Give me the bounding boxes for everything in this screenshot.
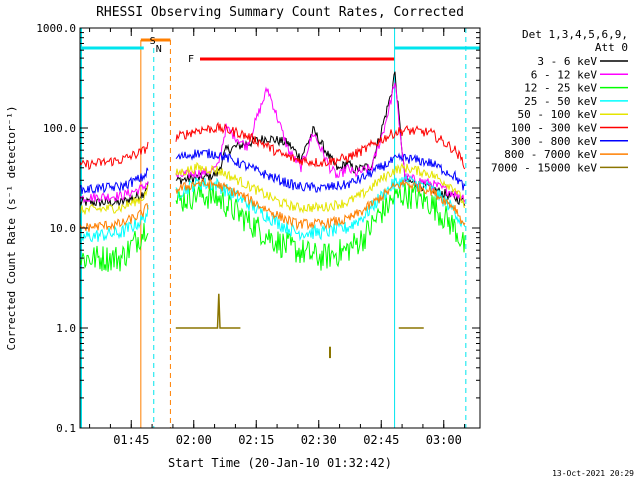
y-tick-label: 0.1 bbox=[56, 422, 76, 435]
series-line bbox=[79, 173, 466, 243]
flag-bars: SN F bbox=[80, 28, 480, 428]
legend-entry-label: 6 - 12 keV bbox=[531, 68, 598, 81]
x-tick-label: 02:45 bbox=[363, 433, 399, 447]
legend-entry-label: 3 - 6 keV bbox=[537, 55, 597, 68]
axes-group: 0.1 1.0 10.0 100.0 1000.0 01:45 02:00 02:15 02:3… bbox=[36, 22, 481, 447]
chart-title: RHESSI Observing Summary Count Rates, Co… bbox=[96, 5, 464, 20]
legend-title: Det 1,3,4,5,6,9, bbox=[522, 28, 628, 41]
series-6-12kev bbox=[79, 82, 466, 204]
series-100-300kev bbox=[79, 121, 466, 171]
series-line bbox=[79, 178, 466, 232]
series-300-800kev bbox=[79, 148, 466, 195]
series-line bbox=[79, 71, 466, 207]
series-line bbox=[79, 161, 466, 215]
y-tick-label: 1000.0 bbox=[36, 22, 76, 35]
x-tick-label: 02:00 bbox=[176, 433, 212, 447]
series-line bbox=[79, 148, 466, 195]
series-3-6kev bbox=[79, 71, 466, 207]
x-tick-label: 03:00 bbox=[426, 433, 462, 447]
flag-s-label: S bbox=[150, 36, 156, 47]
x-tick-label: 02:30 bbox=[301, 433, 337, 447]
legend-entry-label: 50 - 100 keV bbox=[518, 108, 598, 121]
series-group bbox=[79, 71, 466, 359]
y-tick-label: 10.0 bbox=[50, 222, 77, 235]
x-tick-label: 02:15 bbox=[238, 433, 274, 447]
flag-f-label: F bbox=[188, 54, 194, 65]
y-tick-label: 100.0 bbox=[43, 122, 76, 135]
x-axis-label: Start Time (20-Jan-10 01:32:42) bbox=[168, 456, 392, 470]
series-7000-15000kev bbox=[175, 293, 424, 359]
series-line bbox=[79, 82, 466, 204]
legend-entry-label: 100 - 300 keV bbox=[511, 122, 597, 135]
series-800-7000kev bbox=[79, 178, 466, 232]
series-line bbox=[79, 121, 466, 171]
x-tick-label: 01:45 bbox=[113, 433, 149, 447]
legend-entry-label: 300 - 800 keV bbox=[511, 135, 597, 148]
series-50-100kev bbox=[79, 161, 466, 215]
legend-entry-label: 12 - 25 keV bbox=[524, 82, 597, 95]
series-line bbox=[79, 181, 466, 272]
series-25-50kev bbox=[79, 173, 466, 243]
series-line bbox=[175, 293, 241, 329]
legend-entry-label: 800 - 7000 keV bbox=[504, 148, 597, 161]
legend-entry-label: 7000 - 15000 keV bbox=[491, 161, 597, 174]
legend-entry-label: 25 - 50 keV bbox=[524, 95, 597, 108]
legend-title: Att 0 bbox=[595, 41, 628, 54]
y-tick-label: 1.0 bbox=[56, 322, 76, 335]
generated-timestamp: 13-Oct-2021 20:29 bbox=[552, 469, 634, 478]
flag-n-label: N bbox=[156, 44, 162, 55]
series-12-25kev bbox=[79, 181, 466, 272]
y-axis-label: Corrected Count Rate (s⁻¹ detector⁻¹) bbox=[5, 105, 18, 350]
